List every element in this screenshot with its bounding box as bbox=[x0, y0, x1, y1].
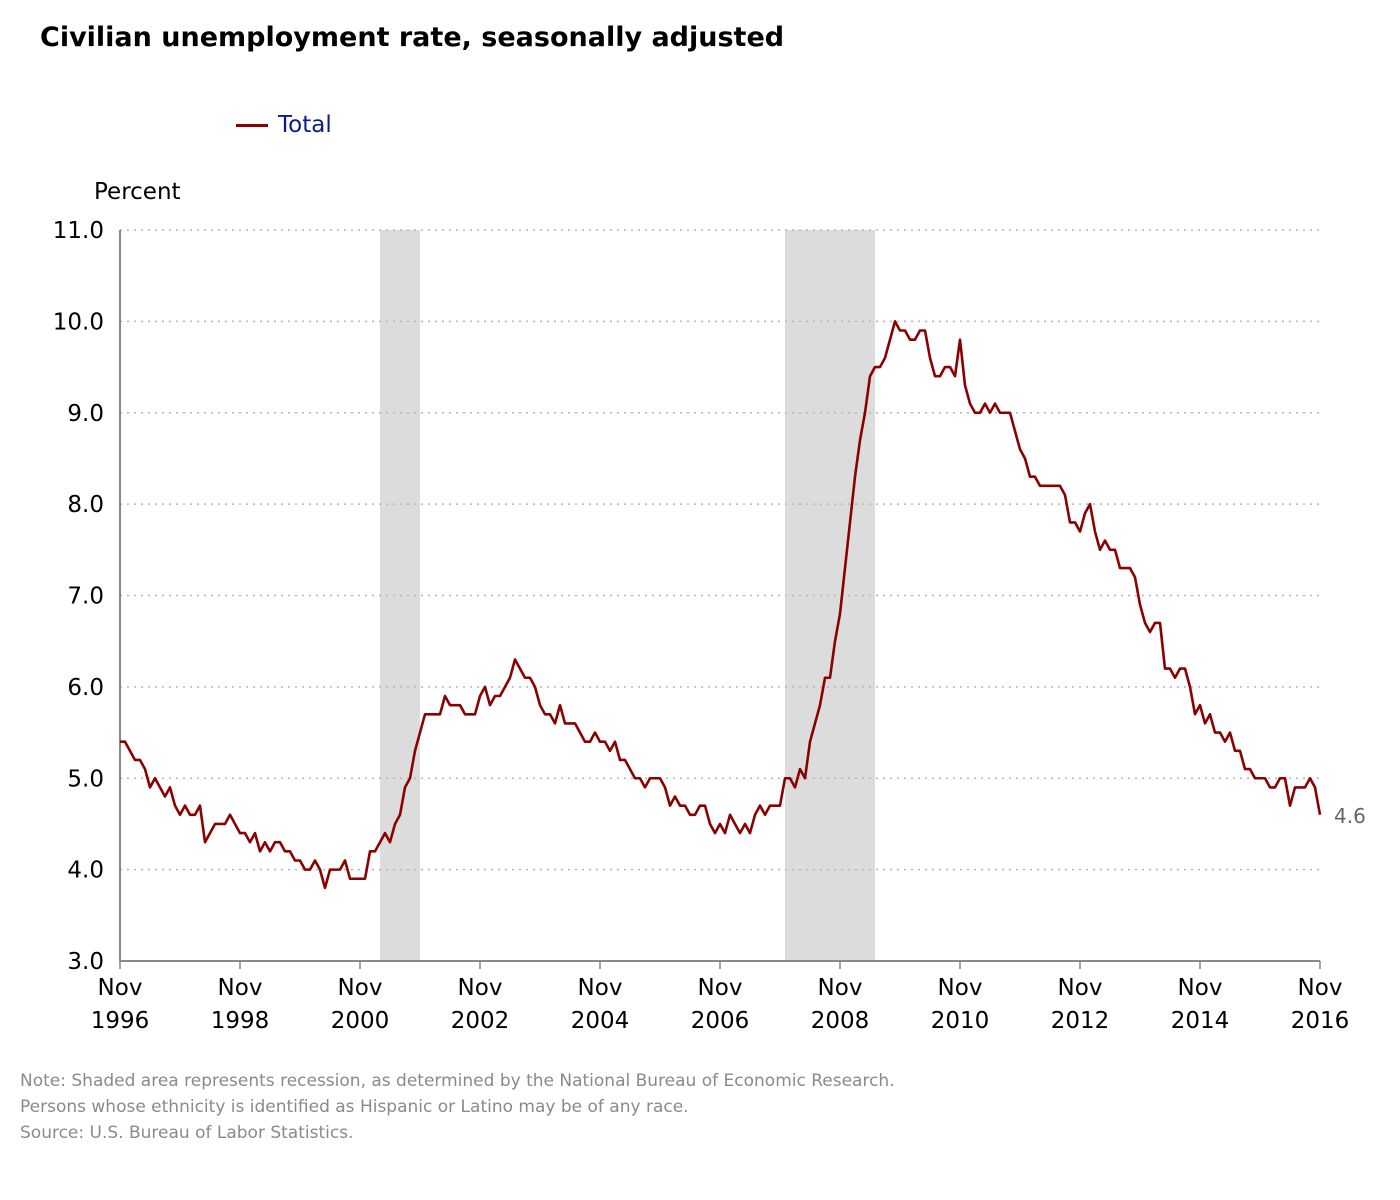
chart-notes: Note: Shaded area represents recession, … bbox=[20, 1068, 895, 1146]
x-tick-label-year: 2000 bbox=[331, 1008, 390, 1034]
y-tick-label: 9.0 bbox=[67, 401, 104, 427]
end-value-label: 4.6 bbox=[1334, 804, 1366, 828]
x-tick-label-year: 2010 bbox=[931, 1008, 990, 1034]
recession-band-2 bbox=[785, 230, 875, 961]
y-tick-label: 6.0 bbox=[67, 675, 104, 701]
x-tick-label-month: Nov bbox=[458, 975, 503, 1001]
y-tick-label: 4.0 bbox=[67, 858, 104, 884]
x-tick-label-year: 2002 bbox=[451, 1008, 510, 1034]
x-tick-label-month: Nov bbox=[1298, 975, 1343, 1001]
y-tick-label: 11.0 bbox=[53, 218, 104, 244]
x-tick-label-month: Nov bbox=[98, 975, 143, 1001]
x-tick-label-year: 2016 bbox=[1291, 1008, 1350, 1034]
legend-swatch-total bbox=[236, 123, 268, 127]
x-tick-label-month: Nov bbox=[578, 975, 623, 1001]
x-tick-label-year: 1996 bbox=[91, 1008, 150, 1034]
chart-title: Civilian unemployment rate, seasonally a… bbox=[40, 22, 785, 53]
x-tick-label-month: Nov bbox=[218, 975, 263, 1001]
y-tick-label: 10.0 bbox=[53, 309, 104, 335]
x-tick-label-month: Nov bbox=[818, 975, 863, 1001]
x-tick-label-month: Nov bbox=[938, 975, 983, 1001]
x-tick-label-year: 1998 bbox=[211, 1008, 270, 1034]
line-chart: 3.0 4.0 5.0 6.0 7.0 8.0 9.0 10.0 11.0 Percent Nov 1… bbox=[53, 179, 1366, 1034]
y-tick-label: 3.0 bbox=[67, 949, 104, 975]
x-tick-label-year: 2004 bbox=[571, 1008, 630, 1034]
legend[interactable]: Total bbox=[236, 112, 332, 138]
y-tick-label: 7.0 bbox=[67, 584, 104, 610]
x-tick-label-month: Nov bbox=[1178, 975, 1223, 1001]
y-tick-label: 8.0 bbox=[67, 492, 104, 518]
x-tick-label-year: 2006 bbox=[691, 1008, 750, 1034]
note-hispanic: Persons whose ethnicity is identified as… bbox=[20, 1097, 689, 1117]
legend-label-total[interactable]: Total bbox=[278, 112, 332, 138]
x-tick-label-year: 2012 bbox=[1051, 1008, 1110, 1034]
note-source: Source: U.S. Bureau of Labor Statistics. bbox=[20, 1123, 354, 1143]
note-recession: Note: Shaded area represents recession, … bbox=[20, 1071, 895, 1091]
x-tick-label-month: Nov bbox=[698, 975, 743, 1001]
y-tick-label: 5.0 bbox=[67, 766, 104, 792]
x-tick-label-year: 2008 bbox=[811, 1008, 870, 1034]
x-tick-label-year: 2014 bbox=[1171, 1008, 1230, 1034]
x-tick-label-month: Nov bbox=[1058, 975, 1103, 1001]
x-tick-label-month: Nov bbox=[338, 975, 383, 1001]
y-axis-label: Percent bbox=[94, 179, 181, 205]
series-line-total bbox=[120, 320, 1322, 890]
